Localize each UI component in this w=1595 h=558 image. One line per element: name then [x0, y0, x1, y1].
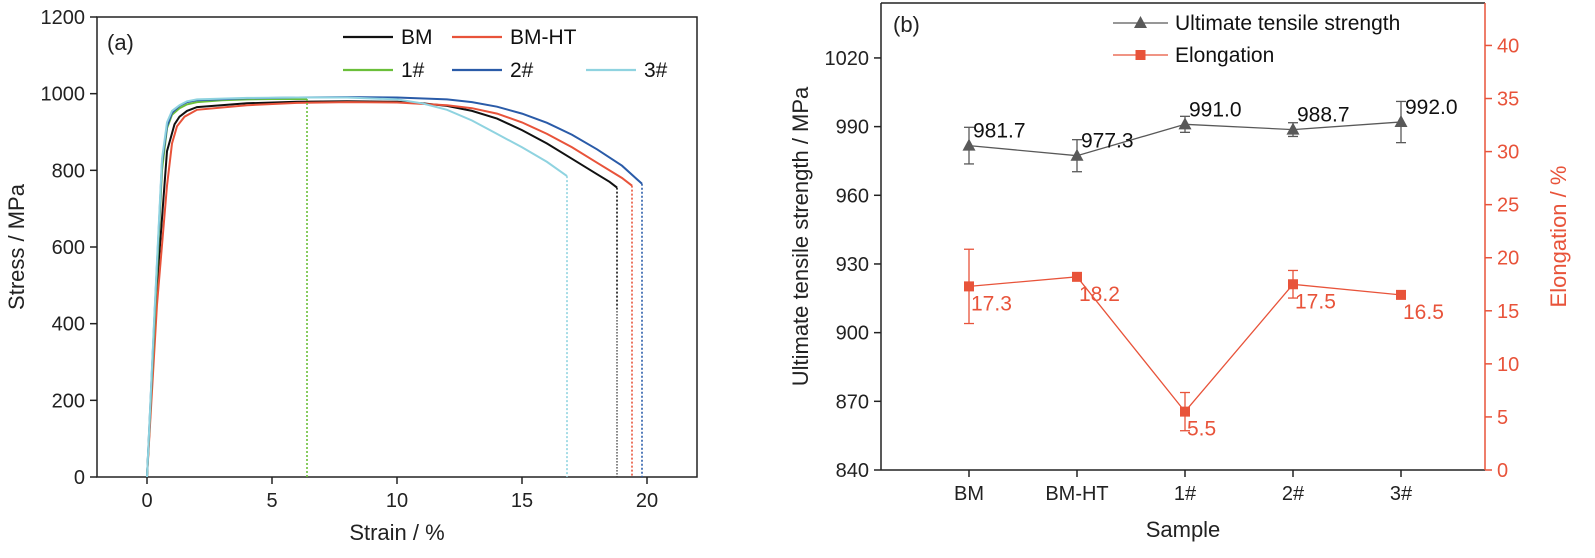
y-tick-label: 800 [52, 160, 85, 182]
data-label: 17.5 [1295, 290, 1336, 313]
y2-tick-label: 10 [1497, 354, 1519, 376]
x-tick-label: 3# [1390, 483, 1413, 505]
x-tick-label: BM [954, 483, 984, 505]
data-point-square [1396, 289, 1406, 300]
y-tick-label: 900 [836, 323, 869, 345]
y2-tick-label: 40 [1497, 35, 1519, 57]
data-point-square [1180, 406, 1190, 417]
y-tick-label: 990 [836, 117, 869, 139]
legend-label: Ultimate tensile strength [1175, 12, 1400, 35]
legend-label: BM-HT [510, 26, 577, 49]
y2-tick-label: 25 [1497, 195, 1519, 217]
y2-tick-label: 30 [1497, 142, 1519, 164]
y-tick-label: 930 [836, 254, 869, 276]
series-line-BM [146, 100, 618, 478]
legend-marker-triangle [1134, 16, 1147, 28]
legend-label: 3# [644, 59, 668, 82]
y-tick-label: 1000 [41, 84, 86, 106]
x-tick-label: 15 [511, 490, 533, 512]
data-point-triangle [962, 138, 976, 151]
data-point-square [1072, 271, 1082, 282]
x-tick-label: 2# [1282, 483, 1305, 505]
panel-label: (a) [107, 30, 134, 55]
x-axis-label: Sample [1146, 517, 1221, 542]
y-axis-label: Stress / MPa [4, 183, 29, 310]
y-tick-label: 840 [836, 460, 869, 482]
y-tick-label: 400 [52, 314, 85, 336]
y2-axis-label: Elongation / % [1546, 166, 1571, 308]
x-tick-label: 20 [636, 490, 658, 512]
legend-marker-square [1135, 50, 1146, 60]
series-line-BM-HT [146, 101, 633, 478]
data-point-triangle [1394, 115, 1408, 128]
data-point-square [964, 281, 974, 292]
plot-frame [96, 16, 698, 478]
data-point-triangle [1178, 117, 1192, 130]
data-label: 992.0 [1405, 96, 1458, 119]
y2-tick-label: 0 [1497, 460, 1508, 482]
data-label: 16.5 [1403, 301, 1444, 324]
data-point-triangle [1286, 122, 1300, 135]
y2-tick-label: 15 [1497, 301, 1519, 323]
legend-label: Elongation [1175, 44, 1274, 67]
data-label: 988.7 [1297, 104, 1350, 127]
panel-label: (b) [893, 12, 920, 37]
data-point-square [1288, 279, 1298, 290]
series-line-3 [146, 96, 568, 478]
x-tick-label: 5 [266, 490, 277, 512]
series-line-2 [146, 96, 643, 478]
x-tick-label: 10 [386, 490, 408, 512]
series-line-elongation [968, 276, 1402, 413]
legend-label: BM [401, 26, 433, 49]
y-tick-label: 870 [836, 391, 869, 413]
data-point-triangle [1070, 148, 1084, 161]
data-label: 981.7 [973, 120, 1026, 143]
data-label: 18.2 [1079, 283, 1120, 306]
data-label: 977.3 [1081, 130, 1134, 153]
y-tick-label: 600 [52, 237, 85, 259]
legend-label: 2# [510, 59, 534, 82]
y-tick-label: 1200 [41, 7, 86, 29]
x-axis-label: Strain / % [349, 520, 444, 545]
x-tick-label: BM-HT [1045, 483, 1108, 505]
x-tick-label: 0 [141, 490, 152, 512]
y-tick-label: 960 [836, 185, 869, 207]
y-tick-label: 200 [52, 390, 85, 412]
y2-tick-label: 35 [1497, 89, 1519, 111]
y-tick-label: 1020 [825, 48, 870, 70]
y-axis-label: Ultimate tensile strength / MPa [788, 86, 813, 386]
x-tick-label: 1# [1174, 483, 1197, 505]
data-label: 991.0 [1189, 98, 1242, 121]
data-label: 5.5 [1187, 418, 1216, 441]
y-tick-label: 0 [74, 467, 85, 489]
y2-tick-label: 5 [1497, 407, 1508, 429]
panel-b-strength-elongation: BM BM-HT 1# 2# 3# 840 870 900 930 960 990 1020 0 5 10 1… [788, 2, 1571, 542]
y2-tick-label: 20 [1497, 248, 1519, 270]
legend-label: 1# [401, 59, 425, 82]
data-label: 17.3 [971, 292, 1012, 315]
